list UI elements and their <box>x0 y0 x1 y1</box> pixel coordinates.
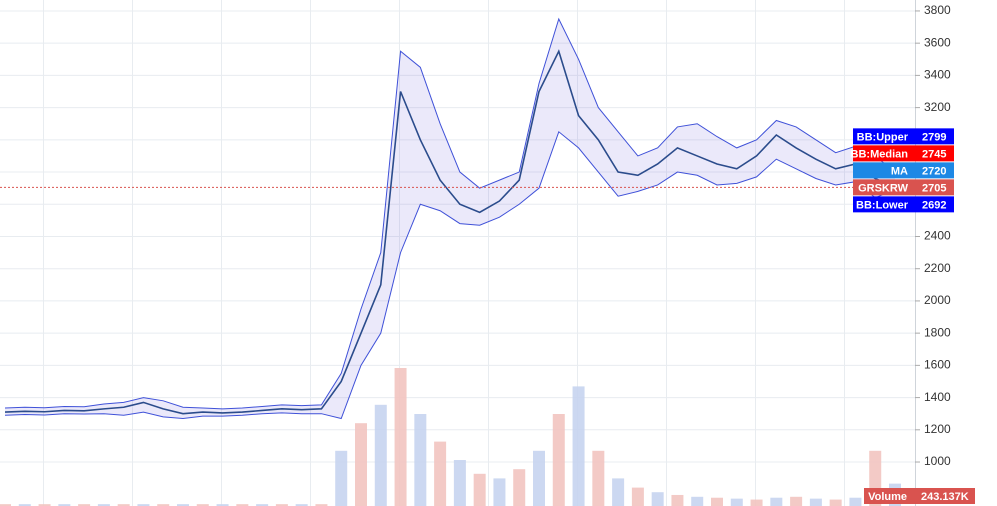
volume-bar <box>691 496 704 506</box>
volume-bar <box>651 492 664 506</box>
volume-bar <box>196 504 209 506</box>
volume-bar <box>770 497 783 506</box>
volume-bar <box>493 478 506 506</box>
volume-bar <box>315 504 328 506</box>
indicator-name: BB:Upper <box>857 131 909 143</box>
volume-bar <box>18 504 31 506</box>
volume-bar <box>552 414 565 506</box>
volume-bar <box>216 504 229 506</box>
volume-bar <box>809 498 822 506</box>
volume-bar <box>236 504 249 506</box>
volume-bar <box>849 497 862 506</box>
volume-bar <box>750 499 763 506</box>
indicator-name: MA <box>891 165 908 177</box>
volume-bar <box>97 504 110 506</box>
volume-label-value: 243.137K <box>921 491 969 503</box>
indicator-value: 2705 <box>922 182 946 194</box>
y-tick-label: 1200 <box>924 422 951 436</box>
indicator-box <box>853 196 954 213</box>
y-tick-label: 3600 <box>924 35 951 49</box>
volume-bar <box>572 386 585 506</box>
indicator-box <box>853 145 954 162</box>
volume-bar <box>829 499 842 506</box>
volume-bar <box>137 504 150 506</box>
y-tick-label: 1000 <box>924 454 951 468</box>
y-tick-label: 3400 <box>924 68 951 82</box>
volume-bar <box>592 450 605 506</box>
indicator-name: BB:Lower <box>856 199 909 211</box>
volume-bar <box>78 504 91 506</box>
volume-bar <box>157 504 170 506</box>
series-line <box>4 49 896 415</box>
indicator-value: 2799 <box>922 131 946 143</box>
indicator-name: BB:Median <box>851 148 909 160</box>
series-line <box>4 130 896 420</box>
volume-bar <box>256 504 269 506</box>
volume-bar <box>473 473 486 506</box>
indicator-label: GRSKRW 2705 <box>853 179 954 196</box>
y-tick-label: 1800 <box>924 325 951 339</box>
volume-bar <box>631 487 644 506</box>
volume-bar <box>612 478 625 506</box>
volume-bar <box>414 414 427 506</box>
y-tick-label: 1400 <box>924 390 951 404</box>
indicator-label: MA 2720 <box>853 162 954 179</box>
y-tick-label: 2400 <box>924 229 951 243</box>
indicator-name: GRSKRW <box>858 182 909 194</box>
indicator-label: BB:Upper 2799 <box>853 128 954 145</box>
volume-bar <box>434 441 447 506</box>
indicator-label: BB:Median 2745 <box>851 145 954 162</box>
volume-bar <box>335 450 348 506</box>
indicator-box <box>853 179 954 196</box>
indicator-value: 2745 <box>922 148 946 160</box>
volume-bar <box>0 504 11 506</box>
indicator-box <box>853 162 954 179</box>
indicator-value: 2692 <box>922 199 946 211</box>
volume-bar <box>394 368 407 506</box>
volume-bar <box>790 496 803 506</box>
volume-bar <box>355 423 367 506</box>
volume-bar <box>730 498 743 506</box>
indicator-label: BB:Lower 2692 <box>853 196 954 213</box>
volume-label-name: Volume <box>868 491 907 503</box>
volume-bar <box>275 504 288 506</box>
volume-bar <box>453 460 466 506</box>
y-tick-label: 1600 <box>924 358 951 372</box>
indicator-value: 2720 <box>922 165 946 177</box>
volume-bar <box>671 494 684 506</box>
volume-bar <box>58 504 71 506</box>
volume-bar <box>533 450 545 506</box>
y-tick-label: 2000 <box>924 293 951 307</box>
indicator-box <box>853 128 954 145</box>
volume-bar <box>117 504 130 506</box>
volume-bar <box>295 504 308 506</box>
volume-bar <box>38 504 51 506</box>
y-tick-label: 2200 <box>924 261 951 275</box>
volume-bar <box>177 504 189 506</box>
series-line <box>4 17 896 410</box>
y-tick-label: 3800 <box>924 3 951 17</box>
volume-bar <box>374 404 387 506</box>
y-tick-label: 3200 <box>924 100 951 114</box>
volume-bar <box>711 497 723 506</box>
volume-label-box <box>864 488 975 504</box>
volume-bar <box>513 469 526 506</box>
